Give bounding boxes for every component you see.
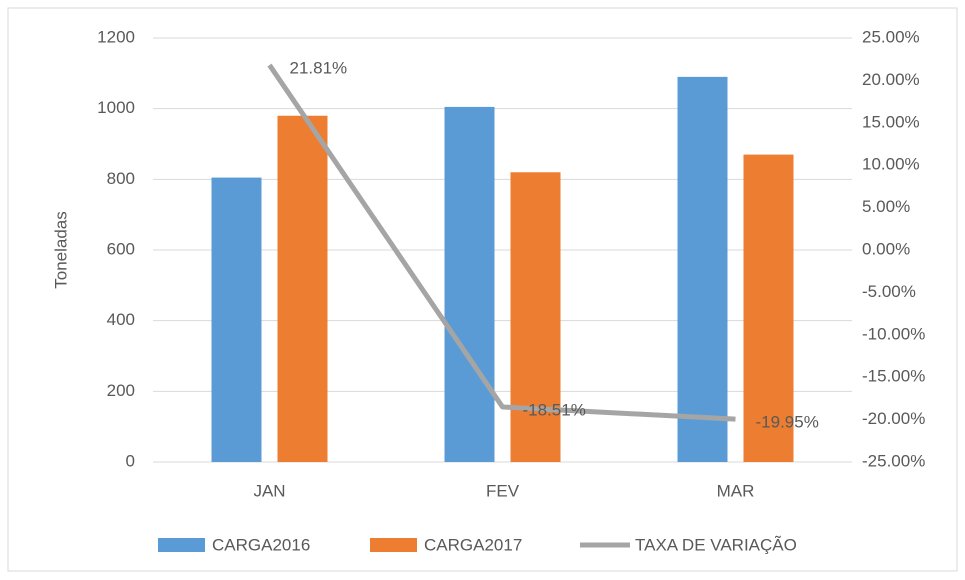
y2-tick-label: 0.00% — [862, 239, 910, 258]
bar — [677, 76, 728, 462]
legend-swatch — [370, 538, 417, 552]
line — [267, 63, 736, 422]
y-tick-label: 0 — [126, 451, 135, 470]
y-tick-label: 1200 — [97, 27, 135, 46]
legend-label: CARGA2017 — [424, 535, 522, 554]
y-tick-label: 400 — [107, 310, 135, 329]
legend-swatch — [158, 538, 205, 552]
y2-tick-label: 5.00% — [862, 197, 910, 216]
bar — [444, 106, 495, 463]
bar — [743, 154, 794, 462]
y2-tick-label: -5.00% — [862, 282, 916, 301]
y2-tick-label: -25.00% — [862, 451, 925, 470]
bar — [510, 172, 561, 462]
y2-tick-label: 25.00% — [862, 27, 920, 46]
y-tick-label: 800 — [107, 169, 135, 188]
y-tick-label: 1000 — [97, 98, 135, 117]
y2-tick-label: 20.00% — [862, 70, 920, 89]
y-axis-title: Toneladas — [51, 211, 70, 289]
bar — [277, 115, 328, 462]
y-tick-label: 200 — [107, 381, 135, 400]
y-tick-label: 600 — [107, 239, 135, 258]
data-label: 21.81% — [290, 59, 348, 78]
data-label: -19.95% — [756, 413, 819, 432]
y2-tick-label: 15.00% — [862, 112, 920, 131]
x-tick-label: FEV — [486, 481, 520, 500]
bar — [211, 177, 262, 463]
y2-tick-label: 10.00% — [862, 155, 920, 174]
x-tick-label: JAN — [253, 481, 285, 500]
y2-tick-label: -20.00% — [862, 409, 925, 428]
legend-label: TAXA DE VARIAÇÃO — [635, 535, 797, 554]
x-tick-label: MAR — [717, 481, 755, 500]
y2-tick-label: -15.00% — [862, 367, 925, 386]
y2-tick-label: -10.00% — [862, 324, 925, 343]
data-label: -18.51% — [523, 400, 586, 419]
legend-label: CARGA2016 — [212, 535, 310, 554]
